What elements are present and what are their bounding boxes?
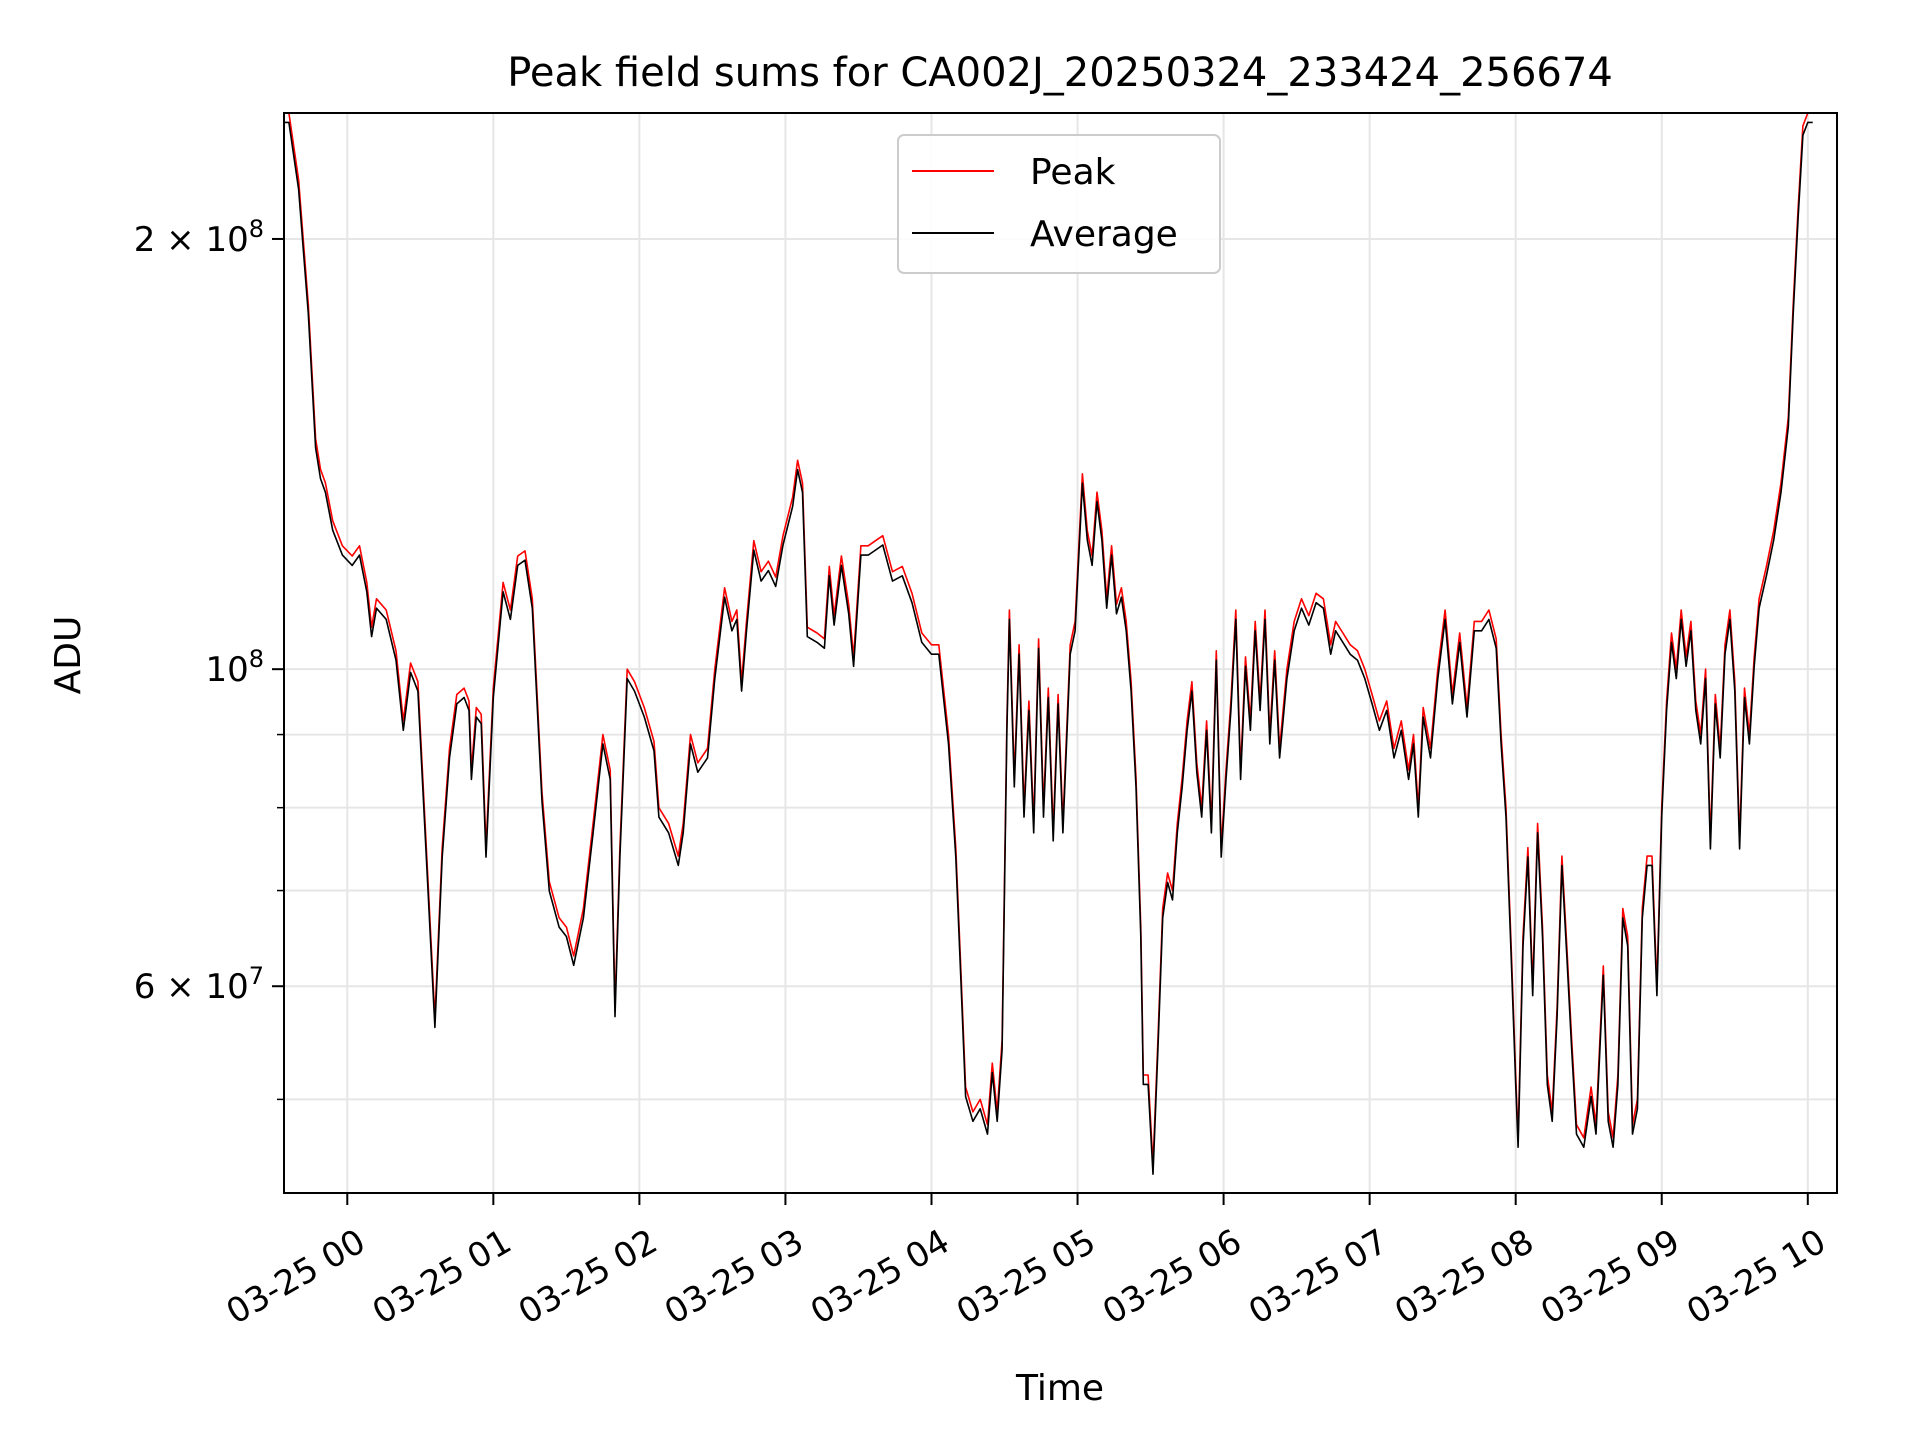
series-lines <box>284 112 1813 1175</box>
plot-frame <box>283 112 1838 1194</box>
legend-label-average: Average <box>1030 214 1178 255</box>
legend-label-peak: Peak <box>1030 152 1116 193</box>
grid-lines <box>284 113 1837 1193</box>
y-tick-label: 2 × 108 <box>134 215 264 260</box>
y-tick-label: 108 <box>205 645 264 690</box>
x-axis-label: Time <box>1015 1368 1104 1409</box>
chart-title: Peak field sums for CA002J_20250324_2334… <box>507 50 1613 96</box>
legend-box <box>897 134 1221 274</box>
y-axis-label: ADU <box>48 616 89 695</box>
series-line-average <box>284 121 1813 1175</box>
y-axis: 2 × 108 108 6 × 107 <box>134 215 284 1101</box>
y-tick-label: 6 × 107 <box>134 962 264 1007</box>
legend: Peak Average <box>897 134 1221 274</box>
